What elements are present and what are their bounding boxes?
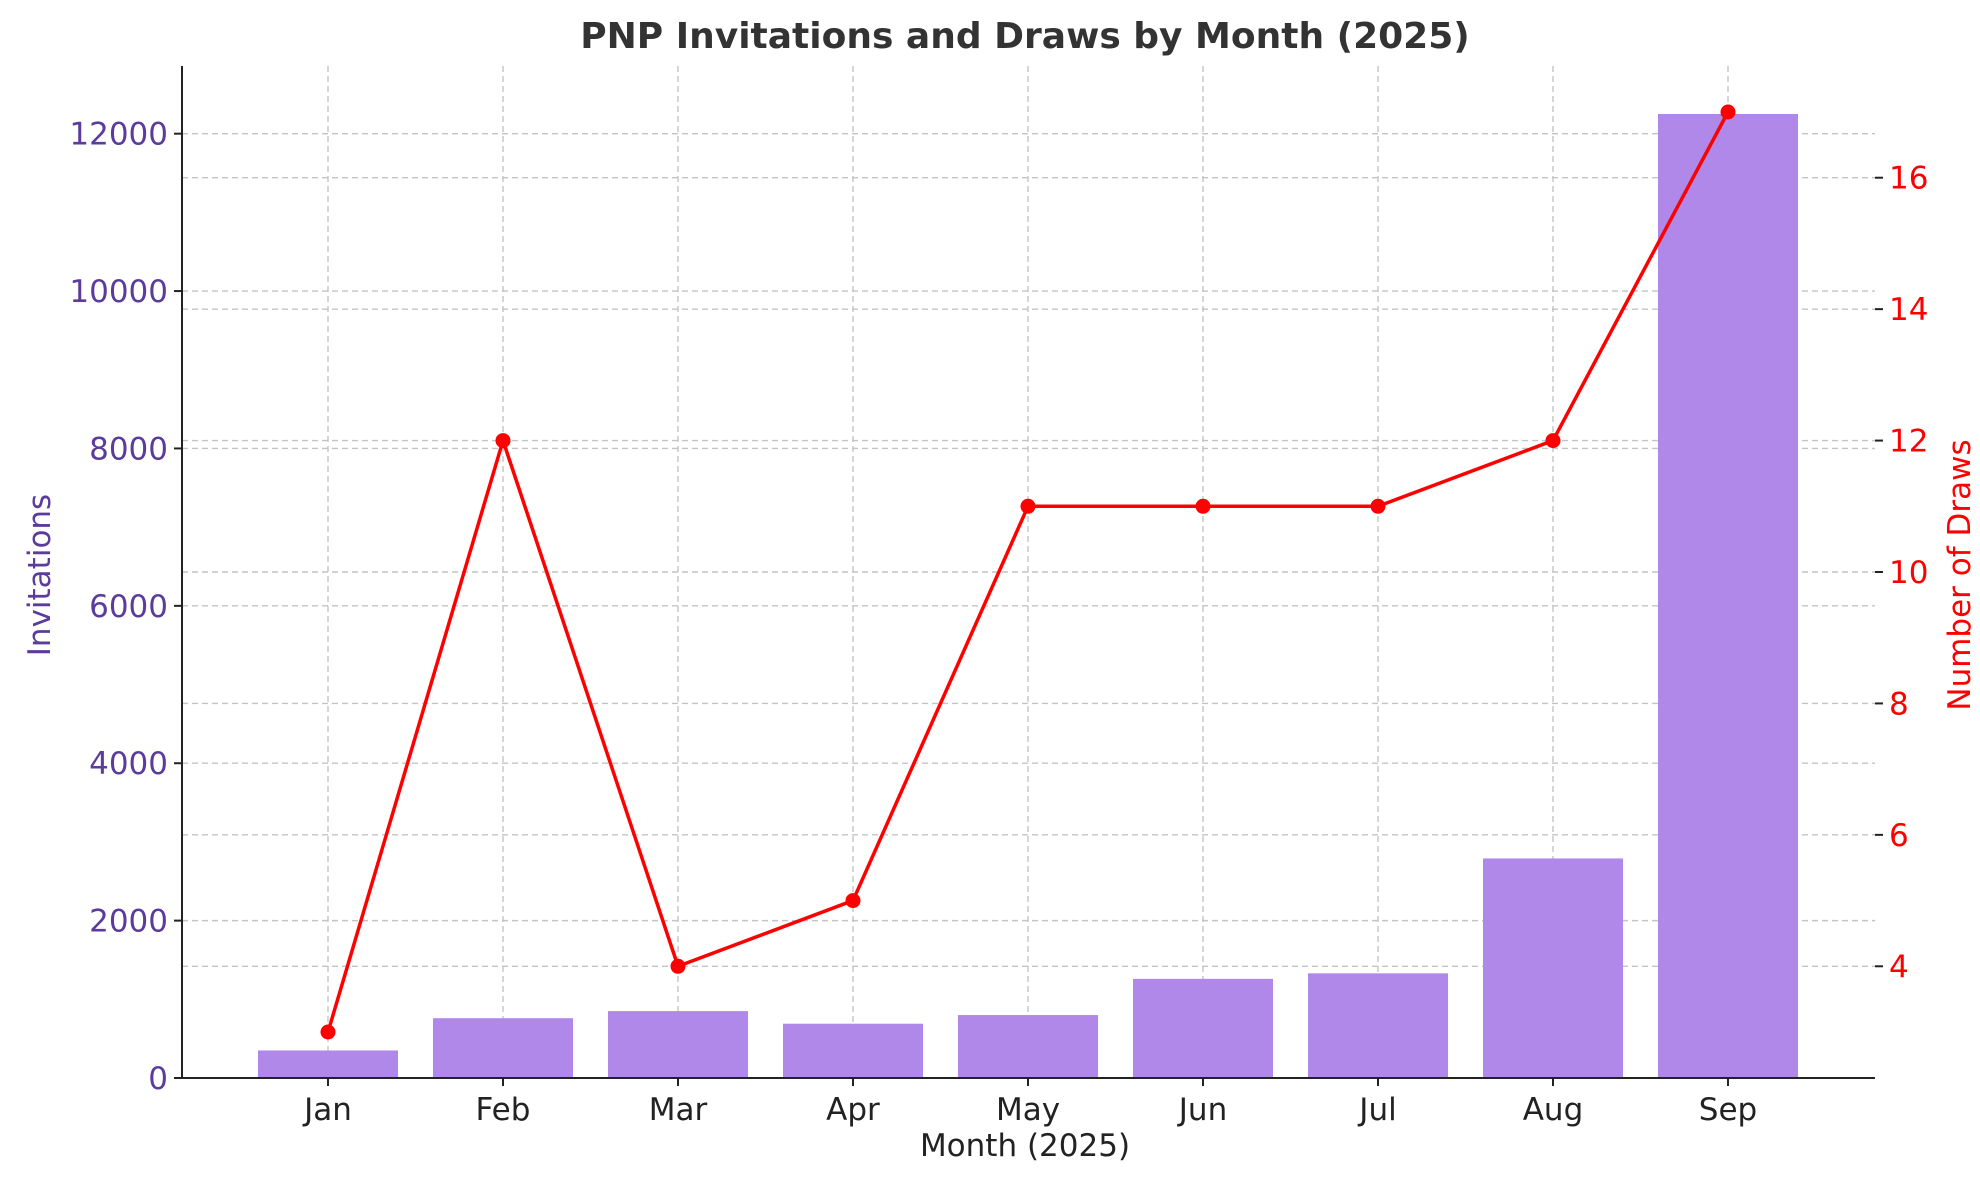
draws-line: [320, 104, 1736, 1040]
bar-invitations: [433, 1018, 573, 1078]
y-left-tick-label: 10000: [69, 274, 168, 310]
x-tick-label: Sep: [1699, 1092, 1757, 1128]
point-draws: [1720, 104, 1736, 120]
y-left-tick-label: 4000: [89, 746, 168, 782]
x-axis-label: Month (2025): [920, 1128, 1130, 1164]
bar-invitations: [783, 1023, 923, 1078]
y-right-tick-label: 8: [1889, 686, 1909, 722]
point-draws: [1195, 498, 1211, 514]
y-axis-left-label: Invitations: [22, 494, 58, 656]
chart-title: PNP Invitations and Draws by Month (2025…: [580, 16, 1469, 57]
bar-invitations: [1658, 114, 1798, 1078]
point-draws: [1545, 433, 1561, 449]
bar-invitations: [1133, 978, 1273, 1078]
x-tick-label: Feb: [476, 1092, 531, 1128]
y-left-tick-label: 0: [148, 1061, 168, 1097]
x-tick-label: Jul: [1357, 1092, 1396, 1128]
y-left-tick-label: 12000: [69, 117, 168, 153]
point-draws: [670, 958, 686, 974]
y-right-tick-label: 16: [1889, 161, 1928, 197]
x-tick-label: May: [996, 1092, 1060, 1128]
x-tick-label: Jun: [1177, 1092, 1227, 1128]
bar-invitations: [258, 1050, 398, 1078]
bar-invitations: [1483, 858, 1623, 1078]
x-tick-label: Apr: [826, 1092, 880, 1128]
point-draws: [1370, 498, 1386, 514]
axes: [174, 66, 1883, 1086]
y-left-tick-label: 6000: [89, 589, 168, 625]
x-tick-label: Jan: [302, 1092, 352, 1128]
y-right-tick-label: 12: [1889, 424, 1928, 460]
bar-invitations: [958, 1015, 1098, 1078]
y-right-tick-label: 14: [1889, 292, 1928, 328]
point-draws: [495, 433, 511, 449]
tick-labels: 0 2000 4000 6000 8000 10000 12000 4 6 8 10 12 14 16 Ja…: [69, 117, 1928, 1128]
point-draws: [320, 1024, 336, 1040]
bar-invitations: [608, 1011, 748, 1078]
y-left-tick-label: 8000: [89, 431, 168, 467]
invitations-bars: [258, 114, 1798, 1078]
x-tick-label: Mar: [649, 1092, 708, 1128]
point-draws: [845, 893, 861, 909]
point-draws: [1020, 498, 1036, 514]
y-right-tick-label: 6: [1889, 818, 1909, 854]
bar-invitations: [1308, 973, 1448, 1078]
y-right-tick-label: 4: [1889, 949, 1909, 985]
x-tick-label: Aug: [1523, 1092, 1584, 1128]
y-right-tick-label: 10: [1889, 555, 1928, 591]
y-axis-right-label: Number of Draws: [1942, 439, 1978, 710]
y-left-tick-label: 2000: [89, 904, 168, 940]
